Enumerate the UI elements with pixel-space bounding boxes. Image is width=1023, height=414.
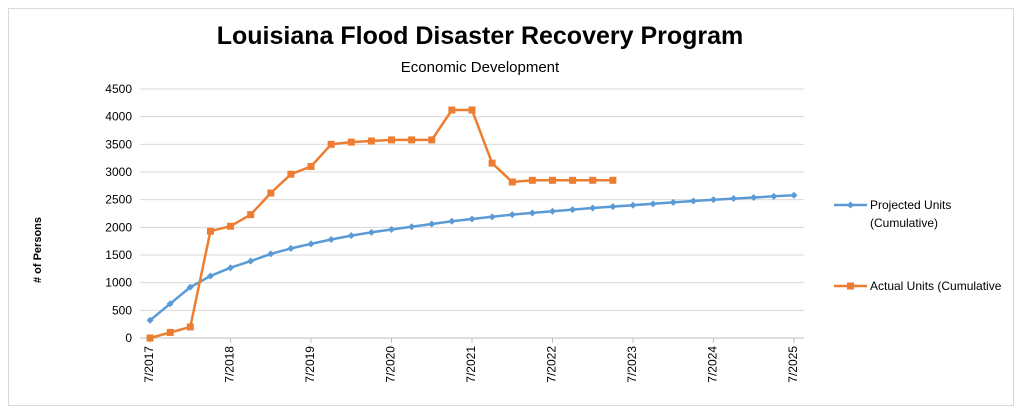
legend-marker	[847, 201, 854, 209]
legend-label: Actual Units (Cumulative	[870, 279, 1002, 293]
data-point	[649, 200, 657, 208]
data-point	[327, 236, 335, 244]
x-tick-label: 7/2024	[706, 346, 720, 383]
chart-subtitle: Economic Development	[400, 59, 560, 76]
data-point	[267, 189, 275, 197]
data-point	[609, 176, 617, 184]
data-point	[589, 176, 597, 184]
legend-label: Projected Units	[870, 198, 951, 212]
data-point	[287, 244, 295, 252]
legend-label: (Cumulative)	[870, 216, 938, 230]
series-line-0	[149, 193, 794, 322]
data-point	[307, 240, 315, 248]
data-point	[508, 211, 516, 219]
x-tick-label: 7/2019	[303, 346, 317, 383]
data-point	[247, 211, 255, 219]
series-group	[146, 106, 798, 342]
data-point	[508, 178, 516, 186]
data-point	[428, 220, 436, 228]
data-point	[730, 195, 738, 203]
y-tick-label: 3500	[105, 137, 132, 151]
data-point	[367, 228, 375, 236]
data-point	[629, 201, 637, 209]
y-tick-label: 3000	[105, 165, 132, 179]
data-point	[227, 264, 235, 272]
data-point	[548, 176, 556, 184]
data-point	[689, 197, 697, 205]
y-tick-label: 2000	[105, 220, 132, 234]
data-point	[528, 209, 536, 217]
data-point	[548, 207, 556, 215]
x-tick-label: 7/2023	[625, 346, 639, 383]
data-point	[448, 106, 456, 114]
legend-marker	[847, 282, 854, 290]
data-point	[388, 226, 396, 234]
data-point	[750, 193, 758, 201]
data-point	[408, 223, 416, 231]
gridlines	[140, 88, 804, 343]
data-point	[287, 170, 295, 178]
data-point	[468, 215, 476, 223]
data-point	[569, 176, 577, 184]
data-point	[589, 204, 597, 212]
data-point	[709, 196, 717, 204]
data-point	[206, 227, 214, 235]
x-tick-label: 7/2022	[545, 346, 559, 383]
y-tick-label: 0	[125, 331, 132, 345]
data-point	[790, 191, 798, 199]
y-tick-label: 4000	[105, 110, 132, 124]
data-point	[146, 334, 154, 342]
data-point	[488, 159, 496, 167]
data-point	[388, 136, 396, 144]
y-tick-label: 4500	[105, 82, 132, 96]
chart-title: Louisiana Flood Disaster Recovery Progra…	[216, 22, 744, 50]
data-point	[166, 328, 174, 336]
data-point	[347, 232, 355, 240]
data-point	[186, 323, 194, 331]
data-point	[770, 192, 778, 200]
data-point	[347, 138, 355, 146]
x-tick-label: 7/2017	[142, 346, 156, 383]
x-tick-label: 7/2025	[786, 346, 800, 383]
data-point	[669, 198, 677, 206]
data-point	[146, 316, 154, 324]
chart-frame	[8, 8, 1014, 406]
data-point	[528, 176, 536, 184]
y-tick-label: 1000	[105, 276, 132, 290]
data-point	[448, 217, 456, 225]
x-tick-label: 7/2018	[223, 346, 237, 383]
data-point	[609, 203, 617, 211]
y-tick-label: 2500	[105, 193, 132, 207]
data-point	[307, 162, 315, 170]
data-point	[267, 250, 275, 258]
data-point	[186, 283, 194, 291]
x-tick-labels: 7/2017 7/2018 7/2019 7/2020 7/2021 7/2022 7/20…	[142, 346, 800, 383]
data-point	[327, 140, 335, 148]
data-point	[206, 272, 214, 280]
legend: Projected Units (Cumulative) Actual Units …	[834, 198, 1002, 293]
data-point	[468, 106, 476, 114]
data-point	[408, 136, 416, 144]
x-tick-label: 7/2021	[464, 346, 478, 383]
data-point	[428, 136, 436, 144]
y-tick-label: 500	[112, 303, 132, 317]
data-point	[367, 137, 375, 145]
data-point	[247, 257, 255, 265]
data-point	[569, 206, 577, 214]
y-tick-labels: 0 500 1000 1500 2000 2500 3000 3500 4000 4500	[105, 82, 132, 345]
data-point	[488, 213, 496, 221]
data-point	[227, 222, 235, 230]
x-tick-label: 7/2020	[384, 346, 398, 383]
data-point	[166, 300, 174, 308]
y-tick-label: 1500	[105, 248, 132, 262]
